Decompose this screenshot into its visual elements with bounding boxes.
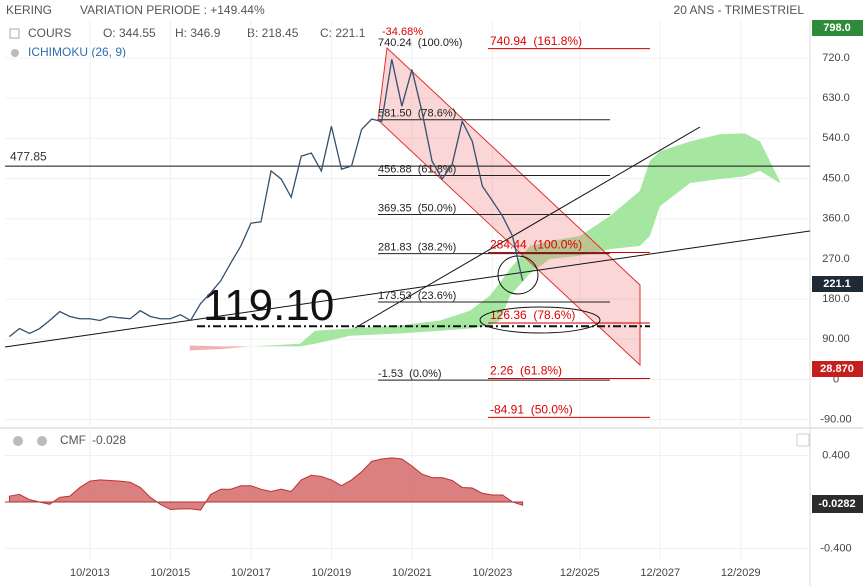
x-tick-label: 12/2025 [560,567,600,579]
ohlc: O: 344.55 [103,26,156,40]
y-tick-label: 0.400 [822,449,850,461]
subtitle: VARIATION PERIODE : +149.44% [80,3,265,17]
y-tick-label: 630.0 [822,92,850,104]
fib-label: -84.91 (50.0%) [490,403,573,417]
y-tick-label: 360.0 [822,213,850,225]
badge [812,20,863,36]
big-level-label: 119.10 [203,281,334,330]
fib-label: 173.53 (23.6%) [378,290,456,302]
fib-label: 369.35 (50.0%) [378,202,456,214]
badge [812,495,863,513]
settings-icon[interactable] [13,436,23,446]
x-tick-label: 12/2029 [721,567,761,579]
highlight [497,255,539,295]
y-tick-label: 720.0 [822,52,850,64]
y-tick-label: -0.400 [820,542,851,554]
pane-value: -0.028 [92,433,126,447]
x-tick-label: 10/2023 [473,567,513,579]
x-tick-label: 10/2019 [312,567,352,579]
period: 20 ANS - TRIMESTRIEL [674,3,805,17]
ohlc: B: 218.45 [247,26,299,40]
x-tick-label: 10/2015 [151,567,191,579]
price-line [9,59,524,338]
badge-label: 798.0 [823,22,851,34]
fib-label: 581.50 (78.6%) [378,108,456,120]
fib-label: 740.94 (161.8%) [490,34,582,48]
fib-label: 740.24 (100.0%) [378,37,462,49]
level-label: 477.85 [10,149,47,163]
fib-label: 2.26 (61.8%) [490,364,562,378]
y-tick-label: 0 [833,373,839,385]
legend-entry: ICHIMOKU (26, 9) [28,45,126,59]
title: KERING [6,3,52,17]
y-tick-label: 270.0 [822,253,850,265]
checkbox[interactable] [796,433,810,447]
cmf-area [8,457,524,511]
y-tick-label: 540.0 [822,132,850,144]
ohlc: H: 346.9 [175,26,221,40]
ohlc: C: 221.1 [320,26,366,40]
legend-entry: COURS [28,26,71,40]
trend-line [354,126,701,329]
badge-label: 221.1 [823,278,851,290]
x-tick-label: 10/2017 [231,567,271,579]
x-tick-label: 10/2013 [70,567,110,579]
fib-label: 281.83 (38.2%) [378,242,456,254]
y-tick-label: -90.00 [820,414,851,426]
badge-label: 28.870 [820,363,854,375]
settings-icon[interactable] [11,49,19,57]
ichimoku-cloud [189,345,251,351]
badge-label: -0.0282 [818,498,855,510]
trend-line [4,230,811,348]
y-tick-label: 450.0 [822,172,850,184]
fib-label: -1.53 (0.0%) [378,368,442,380]
settings-icon[interactable] [37,436,47,446]
checkbox[interactable] [9,28,20,39]
ichimoku-cloud [250,133,780,347]
channel [377,46,641,367]
badge [812,276,863,292]
y-tick-label: 180.0 [822,293,850,305]
x-tick-label: 10/2021 [392,567,432,579]
change-label: -34.68% [382,26,423,38]
x-tick-label: 12/2027 [640,567,680,579]
badge [812,361,863,377]
y-tick-label: 90.00 [822,333,850,345]
fib-label: 456.88 (61.8%) [378,163,456,175]
fib-label: 284.44 (100.0%) [490,238,582,252]
highlight [479,306,601,334]
fib-label: 126.36 (78.6%) [490,308,575,322]
pane-title: CMF [60,433,86,447]
